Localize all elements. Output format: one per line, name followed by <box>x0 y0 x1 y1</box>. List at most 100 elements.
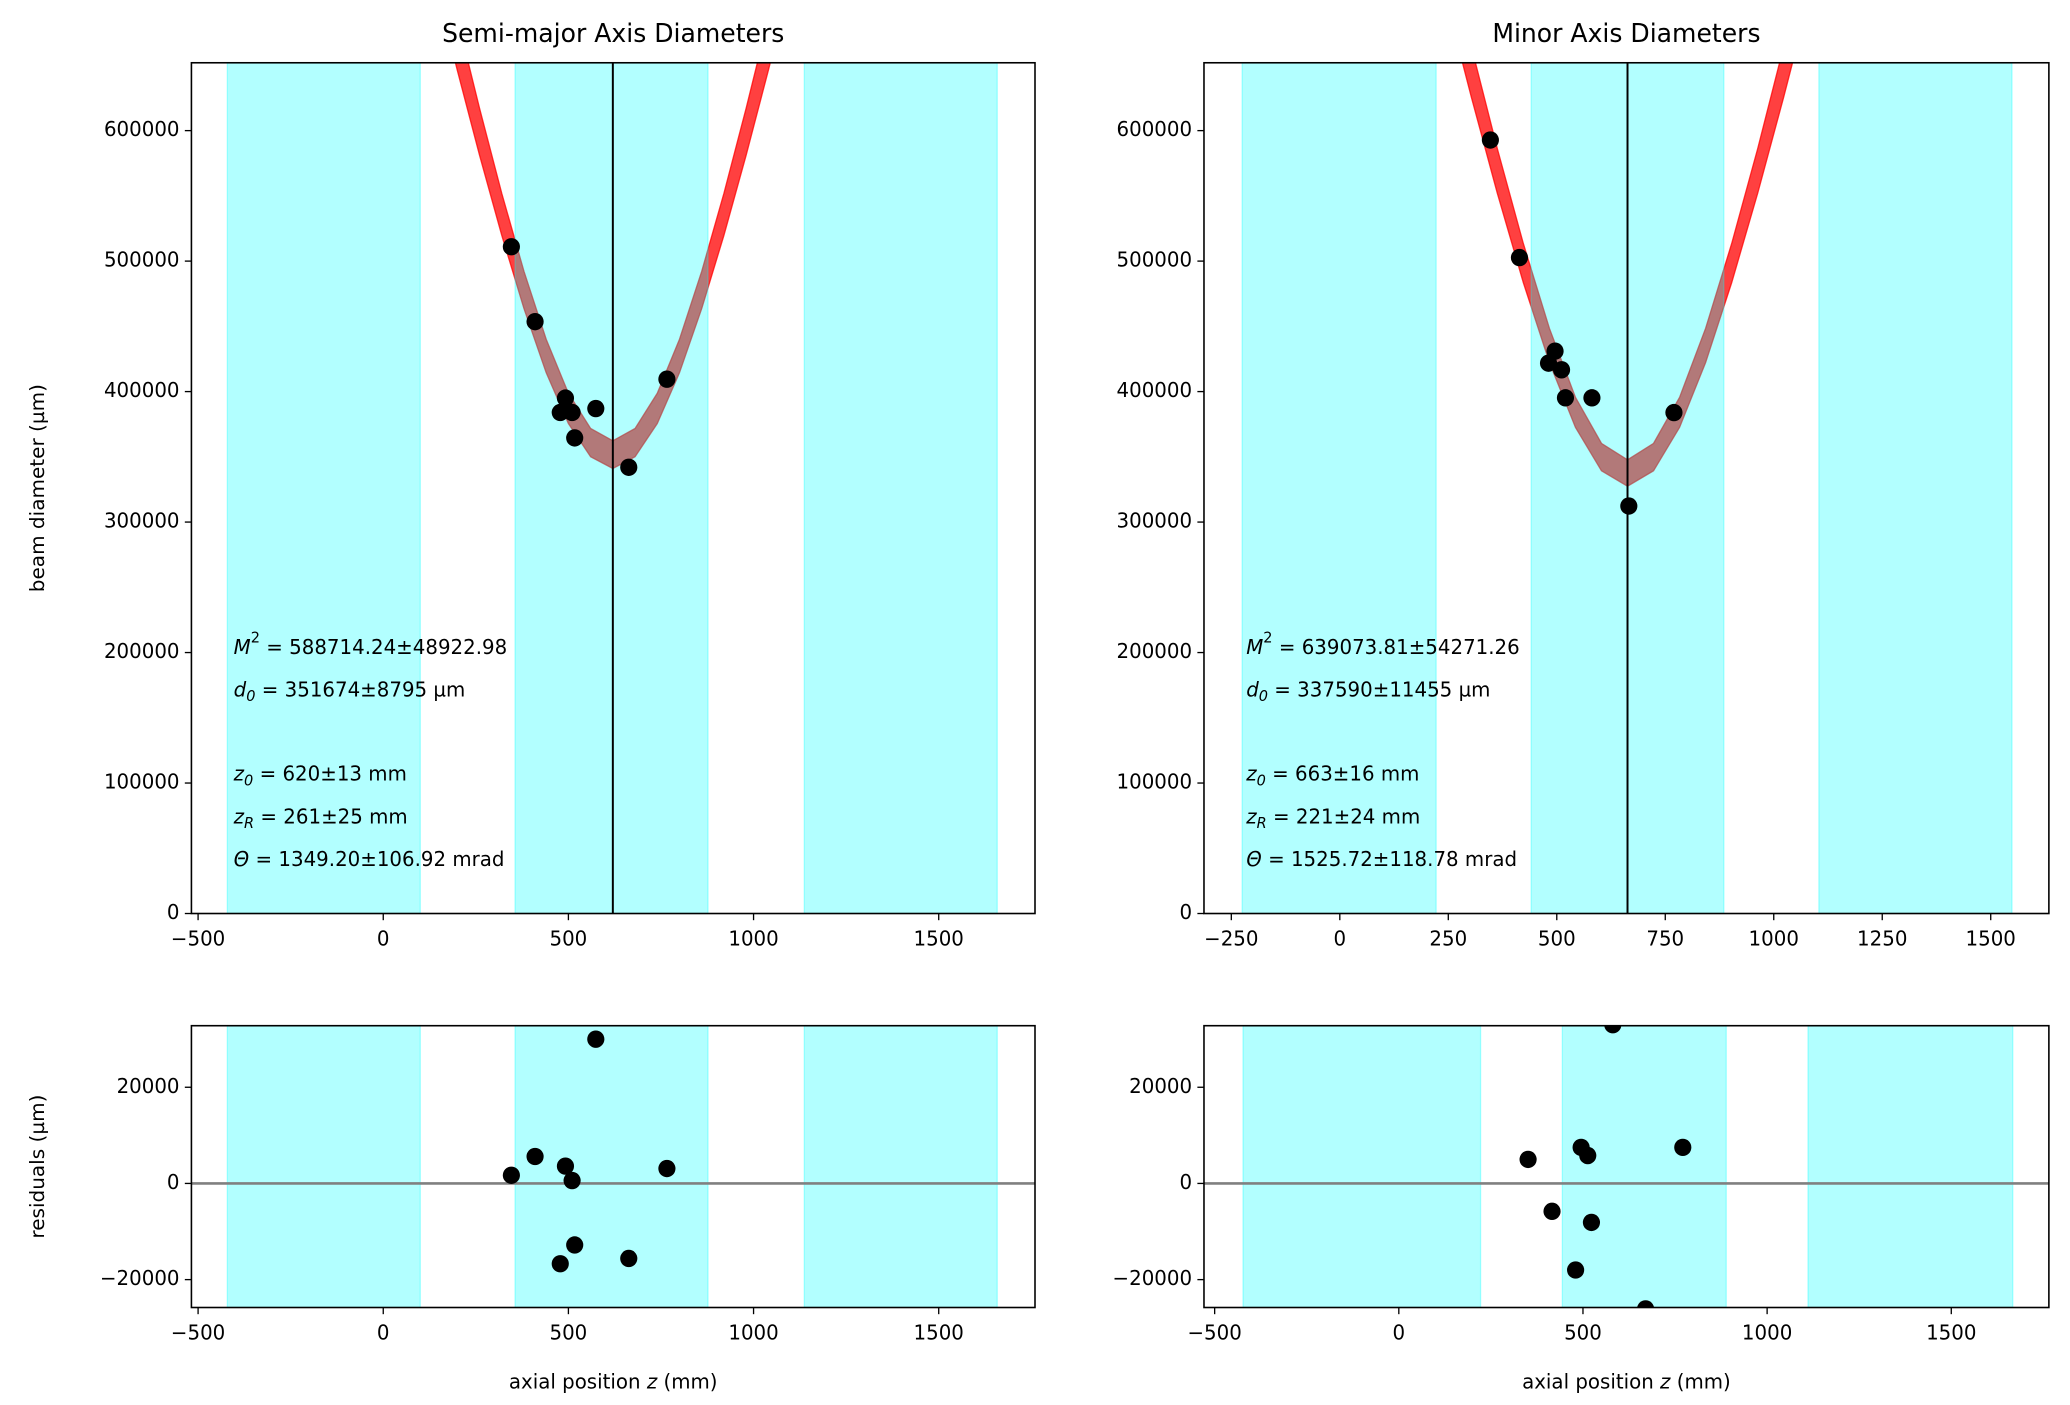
data-point <box>502 238 520 256</box>
data-point <box>587 399 605 418</box>
data-point <box>658 370 676 388</box>
x-tick-label: 1500 <box>914 1322 964 1345</box>
y-tick-label: 500000 <box>1117 249 1193 272</box>
plot-area <box>1203 1025 2049 1308</box>
x-tick-label: 500 <box>1538 928 1576 951</box>
annotation: M2 = 588714.24±48922.98 <box>234 629 508 658</box>
annotation-text: = 1349.20±106.92 mrad <box>249 848 504 871</box>
data-point <box>556 1157 575 1175</box>
x-tick-label: 0 <box>1393 1322 1406 1345</box>
x-tick-label: 500 <box>1564 1322 1602 1345</box>
x-tick-label: −500 <box>171 928 225 951</box>
annotation-text: = 351674±8795 µm <box>255 678 465 701</box>
chart-title: Minor Axis Diameters <box>1492 19 1760 48</box>
annotation: d0 = 337590±11455 µm <box>1246 678 1490 705</box>
data-point <box>1567 1261 1585 1279</box>
annotation-subscript: 0 <box>244 772 253 789</box>
y-tick-label: 600000 <box>104 118 180 141</box>
data-point <box>563 403 581 422</box>
annotation-symbol: M <box>1246 635 1263 658</box>
annotation-symbol: z <box>233 805 245 828</box>
y-tick-label: 0 <box>1180 901 1193 924</box>
shaded-region <box>803 62 998 914</box>
annotation-symbol: z <box>1245 762 1257 785</box>
data-point <box>1620 497 1638 515</box>
shaded-region <box>1561 1025 1727 1308</box>
plot-area <box>226 62 998 914</box>
y-tick-label: 200000 <box>1117 640 1193 663</box>
data-point <box>1556 389 1575 407</box>
shaded-region <box>514 62 709 914</box>
annotation-superscript: 2 <box>1263 629 1272 646</box>
x-tick-label: 1500 <box>1966 928 2016 951</box>
x-tick-label: −250 <box>1204 928 1258 951</box>
x-tick-label: 1000 <box>1749 928 1799 951</box>
data-point <box>566 1236 584 1254</box>
annotation: d0 = 351674±8795 µm <box>234 678 466 705</box>
data-point <box>1552 361 1571 379</box>
annotation-symbol: z <box>233 762 245 785</box>
annotation-symbol: d <box>234 678 247 701</box>
y-tick-label: 100000 <box>104 770 180 793</box>
data-point <box>1583 389 1601 407</box>
shaded-region <box>226 1025 421 1308</box>
data-point <box>658 1159 676 1178</box>
axes-frame <box>190 61 1036 915</box>
y-tick-label: 400000 <box>104 379 180 402</box>
annotation: z0 = 620±13 mm <box>233 762 407 789</box>
x-tick-label: 1000 <box>728 1322 778 1345</box>
data-point <box>587 1030 605 1048</box>
data-point <box>526 1147 544 1166</box>
y-tick-label: 300000 <box>104 509 180 532</box>
y-tick-label: 0 <box>1180 1171 1193 1194</box>
annotation-subscript: R <box>244 815 254 832</box>
data-point <box>551 403 569 422</box>
annotation-text: = 337590±11455 µm <box>1268 678 1490 701</box>
annotation-text: = 588714.24±48922.98 <box>260 635 507 658</box>
data-point <box>1510 248 1529 267</box>
annotation-text: = 1525.72±118.78 mrad <box>1262 848 1517 871</box>
data-point <box>551 1255 569 1273</box>
x-axis-label-part: axial position <box>509 1370 647 1393</box>
annotation-subscript: R <box>1257 815 1267 832</box>
annotation-symbol: z <box>1245 805 1257 828</box>
y-tick-label: 20000 <box>117 1075 180 1098</box>
x-axis-label-part: axial position <box>1522 1370 1660 1393</box>
y-tick-label: 200000 <box>104 640 180 663</box>
data-point <box>1546 342 1564 360</box>
x-tick-label: 1500 <box>1926 1322 1976 1345</box>
y-axis-label: beam diameter (µm) <box>26 384 49 592</box>
x-tick-label: 0 <box>377 1322 390 1345</box>
data-point <box>556 389 575 407</box>
y-tick-label: −20000 <box>100 1267 180 1290</box>
x-tick-label: 500 <box>550 1322 588 1345</box>
y-tick-label: 20000 <box>1129 1075 1192 1098</box>
data-point <box>526 312 544 331</box>
shaded-region <box>514 1025 709 1308</box>
data-point <box>563 1171 581 1190</box>
shaded-region <box>803 1025 998 1308</box>
x-tick-label: 1250 <box>1857 928 1907 951</box>
x-tick-label: 1500 <box>914 928 964 951</box>
annotation-symbol: M <box>234 635 251 658</box>
x-axis-label: axial position z (mm) <box>1522 1370 1731 1393</box>
data-point <box>502 1166 520 1184</box>
x-axis-label-part: (mm) <box>657 1370 717 1393</box>
x-tick-label: −500 <box>1187 1322 1241 1345</box>
data-point <box>1519 1150 1537 1169</box>
annotation-subscript: 0 <box>1257 772 1266 789</box>
data-point <box>620 1249 638 1268</box>
x-tick-label: 0 <box>377 928 390 951</box>
shaded-region <box>1807 1025 2014 1308</box>
y-tick-label: 0 <box>167 901 180 924</box>
annotation-subscript: 0 <box>1259 688 1268 705</box>
x-tick-label: 500 <box>550 928 588 951</box>
annotation-superscript: 2 <box>251 629 260 646</box>
x-tick-label: 250 <box>1429 928 1467 951</box>
y-tick-label: 300000 <box>1117 509 1193 532</box>
x-axis-label: axial position z (mm) <box>509 1370 718 1393</box>
data-point <box>1637 1300 1655 1308</box>
x-axis-label-part: z <box>1659 1370 1671 1393</box>
